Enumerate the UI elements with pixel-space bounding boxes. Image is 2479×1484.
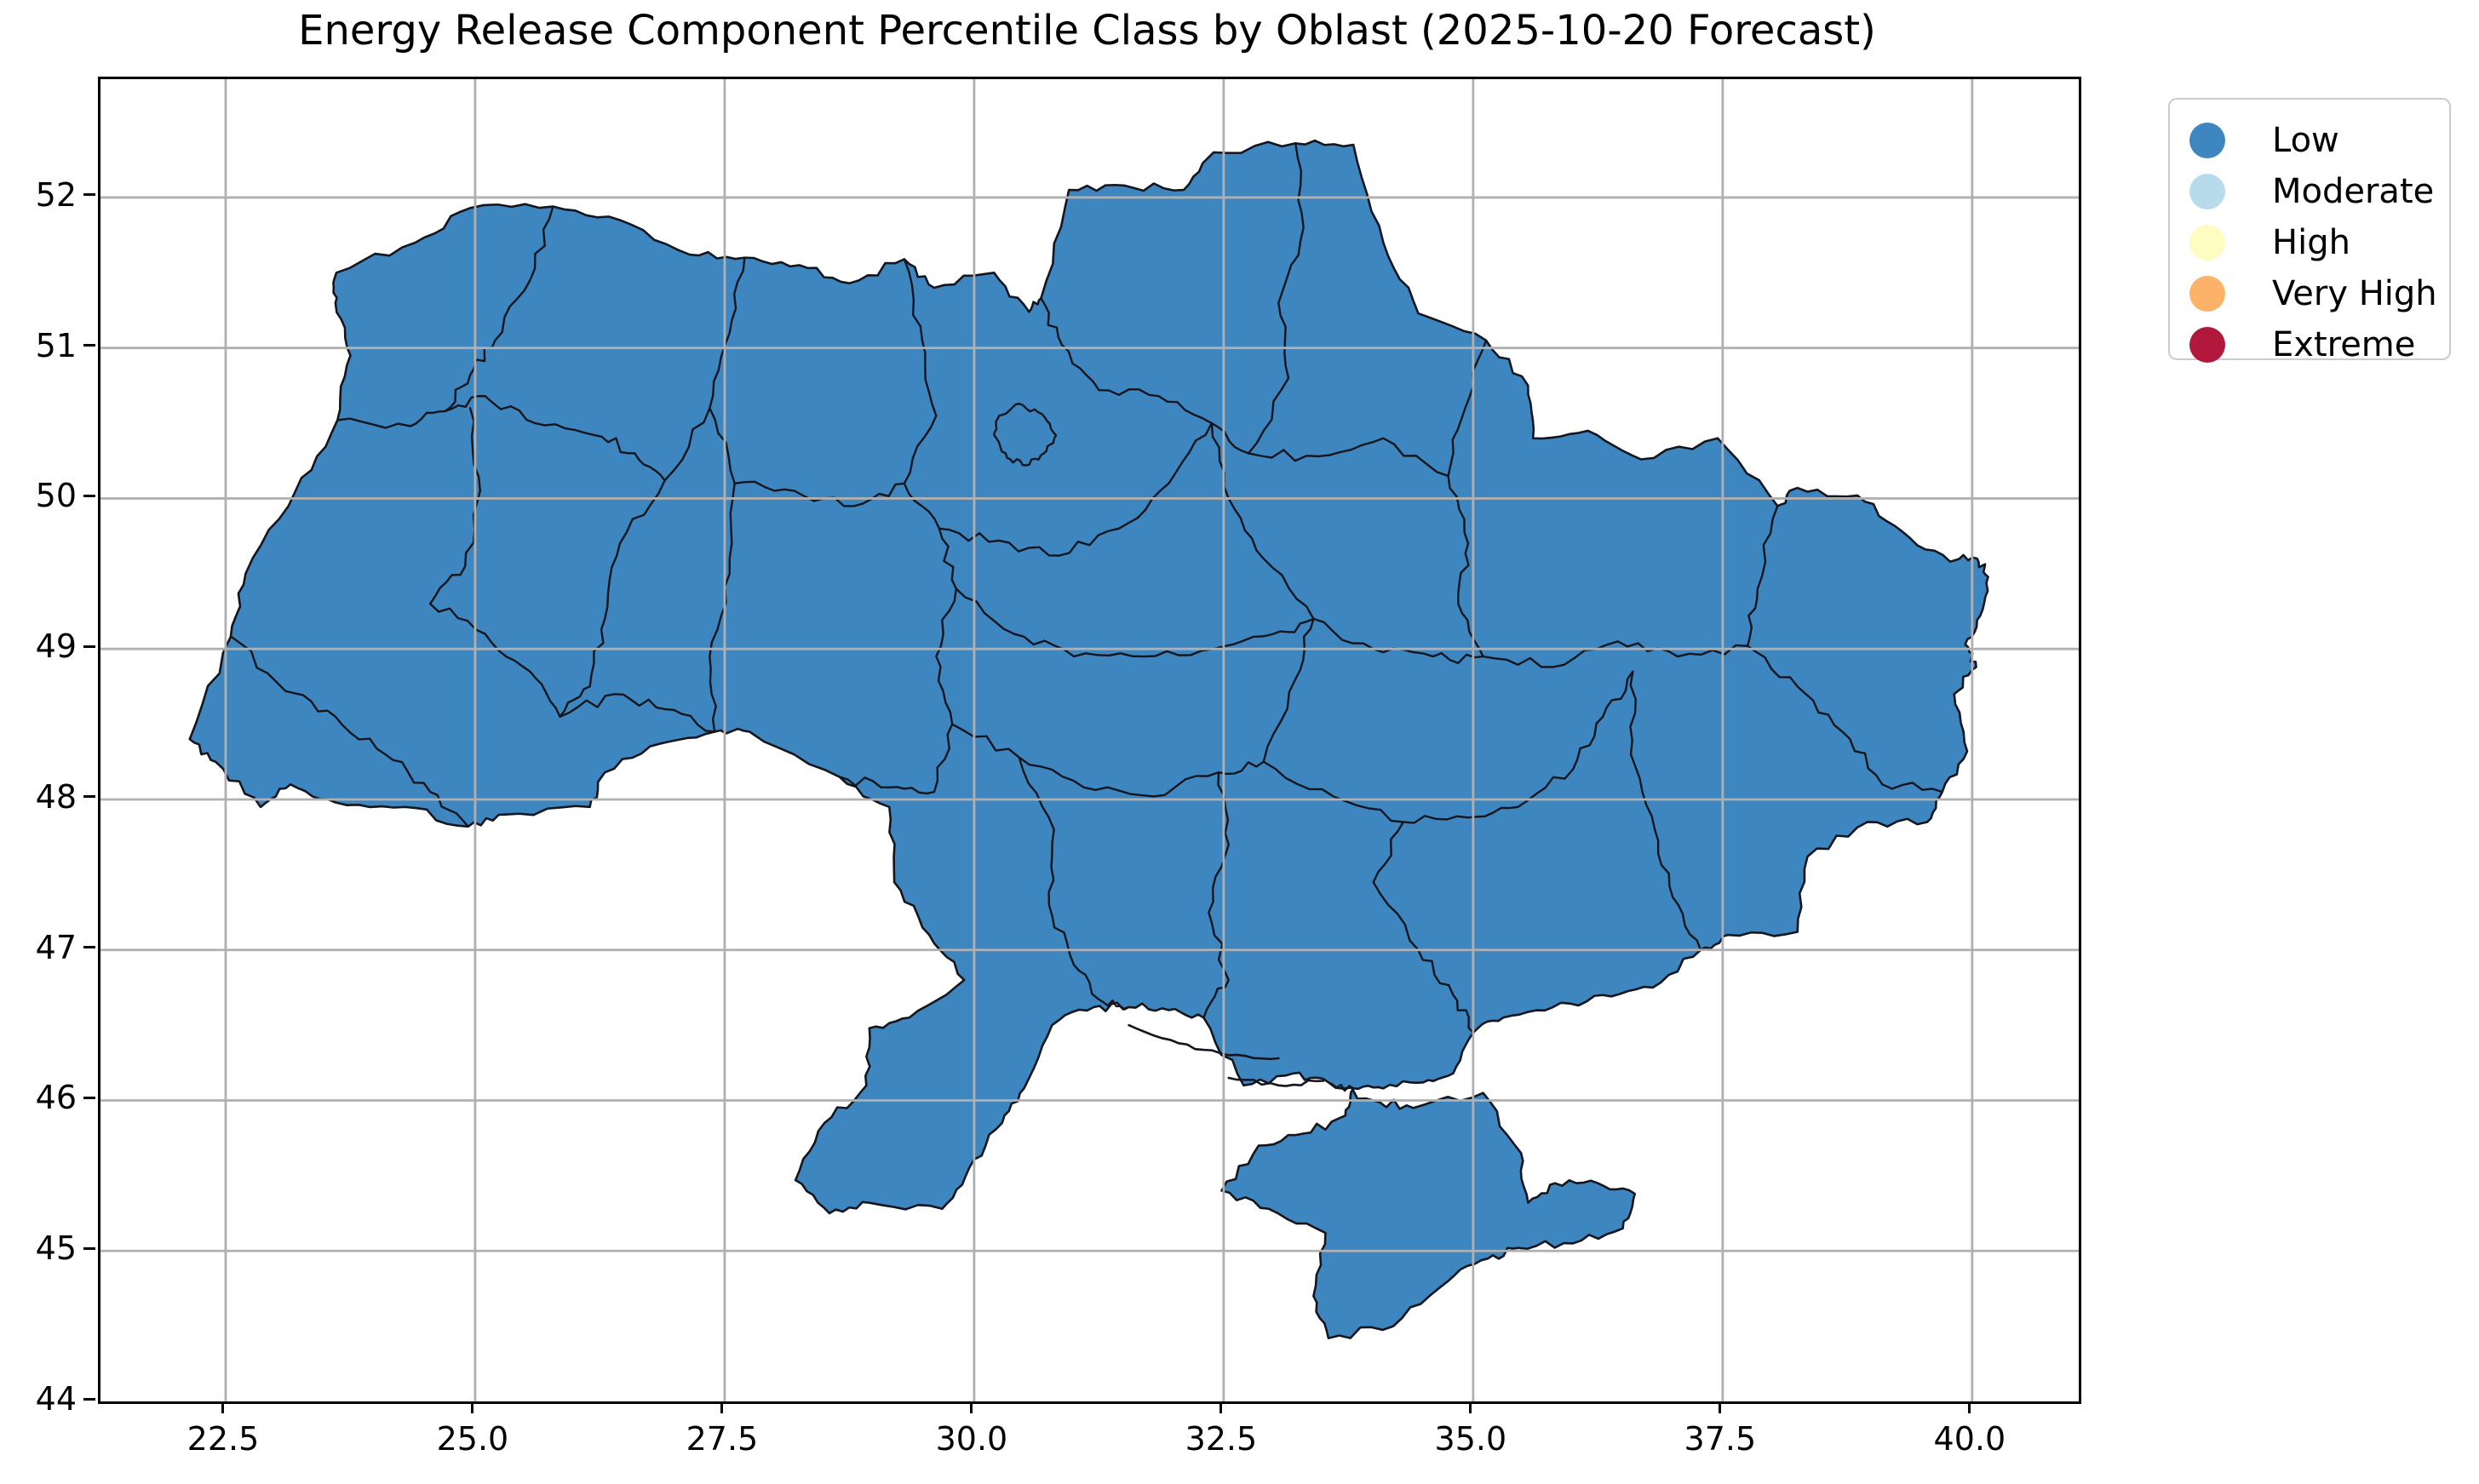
y-tick: [83, 494, 95, 497]
y-tick: [83, 946, 95, 949]
oblast-border: [1041, 298, 1248, 453]
oblast-border: [1264, 672, 1633, 823]
oblast-border: [1248, 438, 1448, 476]
x-tick: [221, 1401, 225, 1413]
oblast-border: [1248, 143, 1303, 453]
x-tick: [720, 1401, 724, 1413]
kyiv-city-boundary: [994, 404, 1056, 465]
x-tick: [1968, 1401, 1971, 1413]
y-tick-label: 44: [35, 1380, 77, 1418]
y-tick-label: 47: [35, 928, 77, 966]
legend-marker-icon: [2189, 276, 2225, 312]
y-tick-label: 46: [35, 1079, 77, 1117]
legend-entry-moderate: Moderate: [2170, 166, 2449, 217]
x-tick: [471, 1401, 474, 1413]
y-tick: [83, 193, 95, 197]
oblast-border: [1212, 423, 1314, 619]
legend-label: Low: [2272, 121, 2339, 160]
y-tick: [83, 1096, 95, 1099]
legend-entry-very-high: Very High: [2170, 268, 2449, 319]
x-tick: [970, 1401, 973, 1413]
x-tick-label: 30.0: [935, 1420, 1008, 1458]
map-layer: [190, 140, 1988, 1338]
y-tick: [83, 645, 95, 648]
legend-label: High: [2272, 223, 2350, 262]
oblast-border: [1747, 646, 1942, 792]
map-svg: [100, 79, 2079, 1401]
legend-marker-icon: [2189, 174, 2225, 209]
x-tick-label: 37.5: [1684, 1420, 1757, 1458]
x-tick-label: 40.0: [1933, 1420, 2006, 1458]
y-tick-label: 45: [35, 1229, 77, 1268]
legend-entry-extreme: Extreme: [2170, 319, 2449, 370]
x-tick-label: 35.0: [1434, 1420, 1507, 1458]
chart-title: Energy Release Component Percentile Clas…: [298, 7, 1876, 54]
oblast-border: [337, 396, 664, 480]
y-tick-label: 48: [35, 777, 77, 816]
oblast-border: [665, 258, 745, 481]
legend-marker-icon: [2189, 123, 2225, 158]
y-tick: [83, 1397, 95, 1401]
y-tick: [83, 795, 95, 799]
plot-area: [98, 77, 2081, 1404]
legend-marker-icon: [2189, 225, 2225, 261]
x-tick: [1469, 1401, 1472, 1413]
oblast-border: [1449, 341, 1487, 476]
country-outline: [190, 140, 1988, 1338]
legend-label: Very High: [2272, 274, 2437, 313]
oblast-border: [1449, 476, 1483, 656]
legend-entry-low: Low: [2170, 115, 2449, 166]
oblast-border: [430, 604, 559, 717]
oblast-border: [1630, 672, 1701, 950]
oblast-border: [445, 207, 554, 411]
grid-lines: [100, 79, 2079, 1401]
ukraine-map: [100, 79, 2079, 1401]
legend-label: Moderate: [2272, 172, 2435, 211]
oblast-border: [560, 480, 665, 717]
y-tick-label: 50: [35, 477, 77, 515]
oblast-border: [560, 694, 715, 731]
coastal-spit: [1129, 1025, 1279, 1059]
x-tick-label: 22.5: [186, 1420, 260, 1458]
oblast-border: [1264, 619, 1314, 762]
x-tick-label: 27.5: [686, 1420, 759, 1458]
x-tick-label: 32.5: [1185, 1420, 1258, 1458]
oblast-border: [1019, 757, 1129, 1009]
oblast-border: [1483, 641, 1748, 667]
legend: Low Moderate High Very High Extreme: [2168, 98, 2451, 364]
coastal-spit: [1229, 1078, 1323, 1086]
y-tick: [83, 344, 95, 347]
oblast-border: [1328, 1082, 1353, 1091]
oblast-border: [1203, 772, 1228, 1017]
oblast-border: [1747, 506, 1777, 645]
oblast-border: [904, 259, 939, 528]
x-tick: [1719, 1401, 1722, 1413]
legend-label: Extreme: [2272, 325, 2416, 364]
legend-entry-high: High: [2170, 217, 2449, 268]
oblast-border: [232, 637, 468, 827]
x-tick-label: 25.0: [436, 1420, 509, 1458]
oblast-border: [709, 408, 734, 731]
oblast-border: [956, 589, 1314, 657]
oblast-border: [939, 423, 1212, 556]
y-tick-label: 49: [35, 627, 77, 666]
x-tick: [1219, 1401, 1223, 1413]
oblast-border: [952, 725, 1264, 797]
y-tick-label: 51: [35, 326, 77, 364]
legend-marker-icon: [2189, 327, 2225, 363]
y-tick: [83, 1246, 95, 1250]
y-tick-label: 52: [35, 175, 77, 214]
